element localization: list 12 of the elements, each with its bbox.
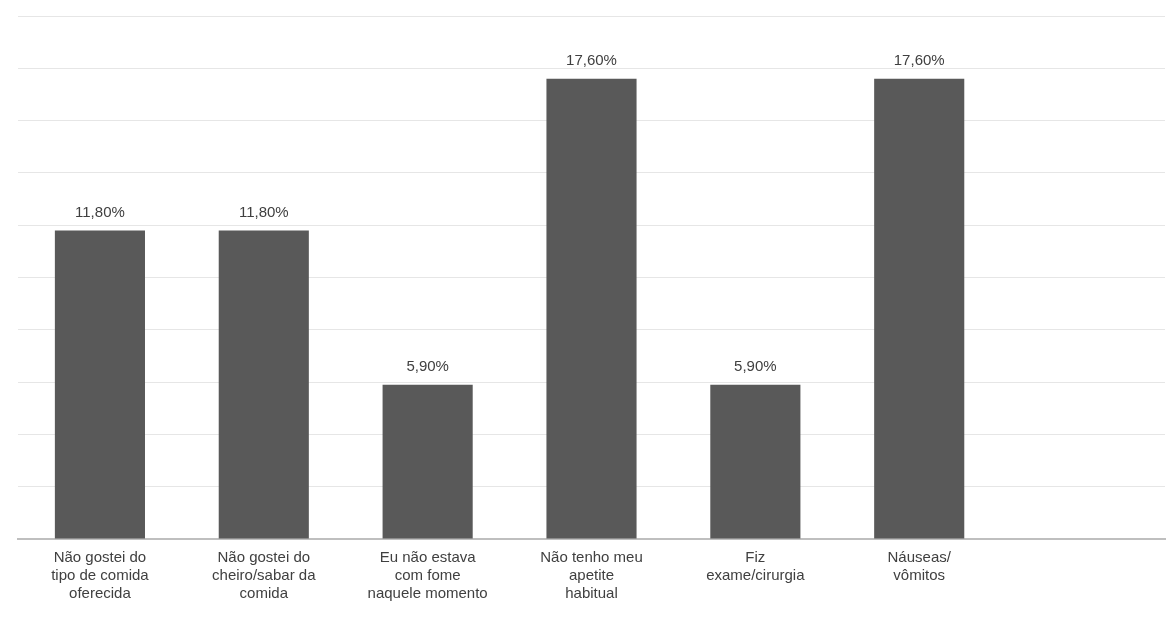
- data-label: 5,90%: [406, 357, 449, 375]
- x-tick-label: Náuseas/ vômitos: [887, 548, 952, 584]
- x-tick-label: Eu não estava com fome naquele momento: [367, 548, 488, 602]
- data-label: 5,90%: [734, 357, 777, 375]
- x-tick-label: Não gostei do cheiro/sabar da comida: [212, 548, 317, 602]
- data-label: 11,80%: [75, 203, 125, 221]
- x-tick-label: Não gostei do tipo de comida oferecida: [51, 548, 150, 602]
- data-label: 17,60%: [893, 51, 945, 69]
- x-tick-label: Não tenho meu apetite habitual: [540, 548, 643, 602]
- data-label: 11,80%: [238, 203, 289, 221]
- data-label: 17,60%: [566, 51, 617, 69]
- x-tick-label: Fiz exame/cirurgia: [706, 548, 806, 584]
